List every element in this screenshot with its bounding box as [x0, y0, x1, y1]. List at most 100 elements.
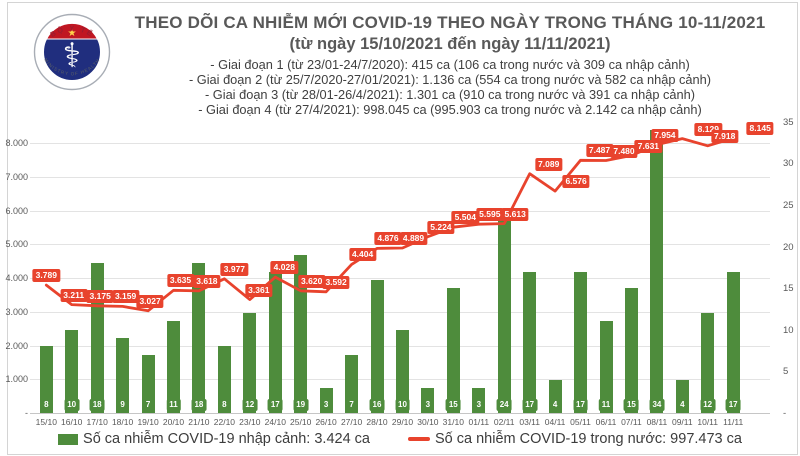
phase-2-line: - Giai đoạn 2 (từ 25/7/2020-27/01/2021):… [188, 72, 712, 87]
line-point-label: 7.487 [585, 144, 614, 158]
chart-subtitle: (từ ngày 15/10/2021 đến ngày 11/11/2021) [289, 35, 611, 53]
bar [726, 271, 740, 413]
bar [497, 213, 511, 413]
line-point-label: 4.404 [348, 248, 377, 262]
bar-value-label: 3 [473, 399, 485, 411]
legend-swatch-imported [58, 433, 79, 445]
x-axis-label: 02/11 [493, 417, 515, 427]
x-axis-label: 27/10 [340, 417, 363, 427]
left-axis-tick: 1.000 [5, 374, 28, 385]
line-point-label: 8.145 [746, 122, 774, 136]
x-axis-label: 29/10 [391, 417, 414, 427]
bar [65, 329, 79, 413]
gridline [30, 311, 770, 313]
right-axis-tick: 10 [783, 324, 794, 336]
phase-summary: - Giai đoạn 1 (từ 23/01-24/7/2020): 415 … [112, 57, 788, 117]
left-axis-tick: 5.000 [5, 239, 28, 250]
bar [167, 321, 180, 413]
line-point-label: 5.595 [476, 208, 504, 222]
right-axis-tick: 20 [783, 241, 794, 253]
x-axis-label: 25/10 [290, 417, 312, 427]
bar-value-label: 15 [623, 399, 639, 411]
line-point-label: 3.789 [32, 269, 60, 283]
bar [701, 313, 715, 413]
bar [446, 288, 460, 413]
right-axis-tick: 15 [783, 283, 794, 295]
left-axis-tick: 2.000 [5, 340, 28, 351]
bar-value-label: 9 [117, 399, 128, 411]
bar-value-label: 4 [677, 399, 688, 411]
line-point-label: 3.635 [166, 274, 195, 288]
x-axis-label: 04/11 [544, 417, 566, 427]
star-icon: ★ [68, 28, 77, 39]
x-axis-label: 20/10 [162, 417, 185, 427]
bar-value-label: 3 [320, 399, 332, 411]
bar [141, 354, 155, 413]
bar-value-label: 12 [242, 399, 258, 411]
x-axis-label: 10/11 [697, 417, 719, 427]
line-point-label: 3.175 [86, 289, 114, 303]
phase-1-line: - Giai đoạn 1 (từ 23/01-24/7/2020): 415 … [210, 57, 690, 72]
x-axis-label: 08/11 [646, 417, 668, 427]
right-axis-tick: - [783, 408, 787, 419]
x-axis-label: 09/11 [671, 417, 693, 427]
line-point-label: 3.211 [60, 288, 88, 302]
line-point-label: 7.089 [535, 157, 563, 171]
right-axis-tick: 30 [783, 158, 794, 170]
left-axis-tick: 3.000 [5, 306, 28, 317]
x-axis-label: 07/11 [621, 417, 642, 427]
ministry-of-health-logo: ★ ⚕ BỘ Y TẾ MINISTRY OF HEALTH [33, 13, 111, 91]
bar-value-label: 34 [649, 399, 665, 411]
legend-item-imported: Số ca nhiễm COVID-19 nhập cảnh: 3.424 ca [58, 431, 370, 447]
bar-value-label: 17 [267, 399, 283, 411]
phase-4-line: - Giai đoạn 4 (từ 27/4/2021): 998.045 ca… [198, 102, 702, 117]
bar-value-label: 4 [549, 399, 561, 411]
bar-value-label: 16 [369, 399, 385, 411]
bar-value-label: 18 [89, 399, 105, 411]
bar-value-label: 15 [445, 399, 461, 411]
x-axis-label: 24/10 [264, 417, 286, 427]
bar [599, 321, 613, 413]
line-point-label: 3.592 [322, 275, 350, 289]
bar-value-label: 17 [522, 399, 538, 411]
bar-value-label: 10 [64, 399, 80, 411]
legend-label-domestic: Số ca nhiễm COVID-19 trong nước: 997.473… [434, 431, 742, 447]
bar [523, 271, 537, 413]
bar-value-label: 10 [395, 399, 410, 411]
left-axis-tick: 8.000 [5, 138, 28, 148]
x-axis-label: 06/11 [595, 417, 617, 427]
x-axis-label: 11/11 [723, 417, 744, 427]
x-axis-line [30, 413, 770, 414]
bar-value-label: 18 [191, 399, 207, 411]
bar [90, 263, 104, 413]
legend-item-domestic: Số ca nhiễm COVID-19 trong nước: 997.473… [407, 431, 742, 447]
bar-value-label: 7 [142, 399, 154, 411]
domestic-cases-line [44, 136, 735, 313]
bar-value-label: 11 [166, 399, 181, 411]
line-point-label: 3.027 [136, 294, 164, 308]
right-axis-tick: 25 [783, 199, 794, 211]
x-axis-label: 28/10 [366, 417, 388, 427]
line-point-label: 4.876 [374, 232, 402, 246]
bar-value-label: 8 [41, 399, 52, 411]
x-axis-label: 18/10 [111, 417, 134, 427]
legend: Số ca nhiễm COVID-19 nhập cảnh: 3.424 ca… [0, 431, 800, 447]
x-axis-label: 30/10 [417, 417, 439, 427]
line-point-label: 3.361 [245, 283, 273, 297]
x-axis-label: 01/11 [468, 417, 490, 427]
line-point-label: 3.159 [111, 290, 140, 304]
bar [243, 313, 257, 413]
line-point-label: 7.918 [711, 129, 739, 143]
x-axis-label: 22/10 [213, 417, 236, 427]
bar [624, 288, 638, 413]
line-point-label: 4.028 [270, 261, 298, 275]
left-axis-tick: 6.000 [5, 205, 28, 216]
bar-value-label: 24 [496, 399, 512, 411]
bar-value-label: 12 [700, 399, 716, 411]
bar [396, 329, 409, 413]
line-point-label: 3.618 [193, 274, 221, 288]
x-axis-label: 26/10 [315, 417, 337, 427]
x-axis-label: 17/10 [86, 417, 108, 427]
x-axis-label: 31/10 [442, 417, 464, 427]
